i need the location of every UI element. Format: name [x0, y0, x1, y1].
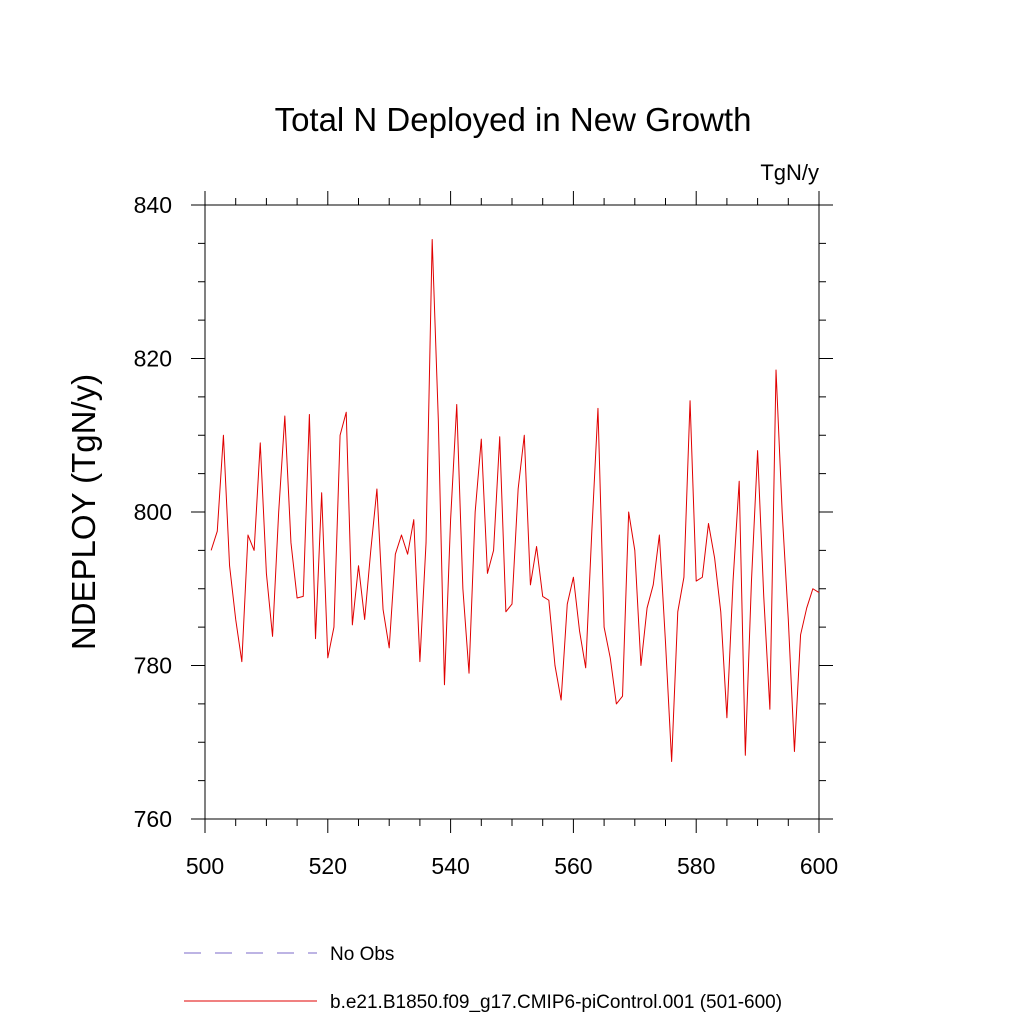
legend: No Obs b.e21.B1850.f09_g17.CMIP6-piContr… — [184, 944, 782, 1013]
x-tick-label: 500 — [186, 853, 224, 879]
plot-frame — [204, 204, 820, 820]
x-tick-label: 560 — [554, 853, 592, 879]
x-tick-label: 580 — [677, 853, 715, 879]
axis-ticks: 500 520 540 560 580 600 760 780 800 820 840 — [134, 191, 838, 879]
y-tick-label: 820 — [134, 346, 172, 372]
y-tick-label: 800 — [134, 499, 172, 525]
units-label: TgN/y — [760, 160, 819, 185]
chart-title: Total N Deployed in New Growth — [275, 101, 752, 138]
series-layer — [210, 239, 820, 762]
x-tick-label: 600 — [800, 853, 838, 879]
y-axis-label: NDEPLOY (TgN/y) — [65, 374, 102, 650]
series-line — [210, 239, 820, 762]
y-tick-label: 780 — [134, 653, 172, 679]
x-tick-label: 540 — [431, 853, 469, 879]
legend-label-picontrol: b.e21.B1850.f09_g17.CMIP6-piControl.001 … — [330, 992, 782, 1013]
y-tick-label: 840 — [134, 192, 172, 218]
y-tick-label: 760 — [134, 806, 172, 832]
legend-label-no-obs: No Obs — [330, 944, 394, 965]
x-tick-label: 520 — [309, 853, 347, 879]
